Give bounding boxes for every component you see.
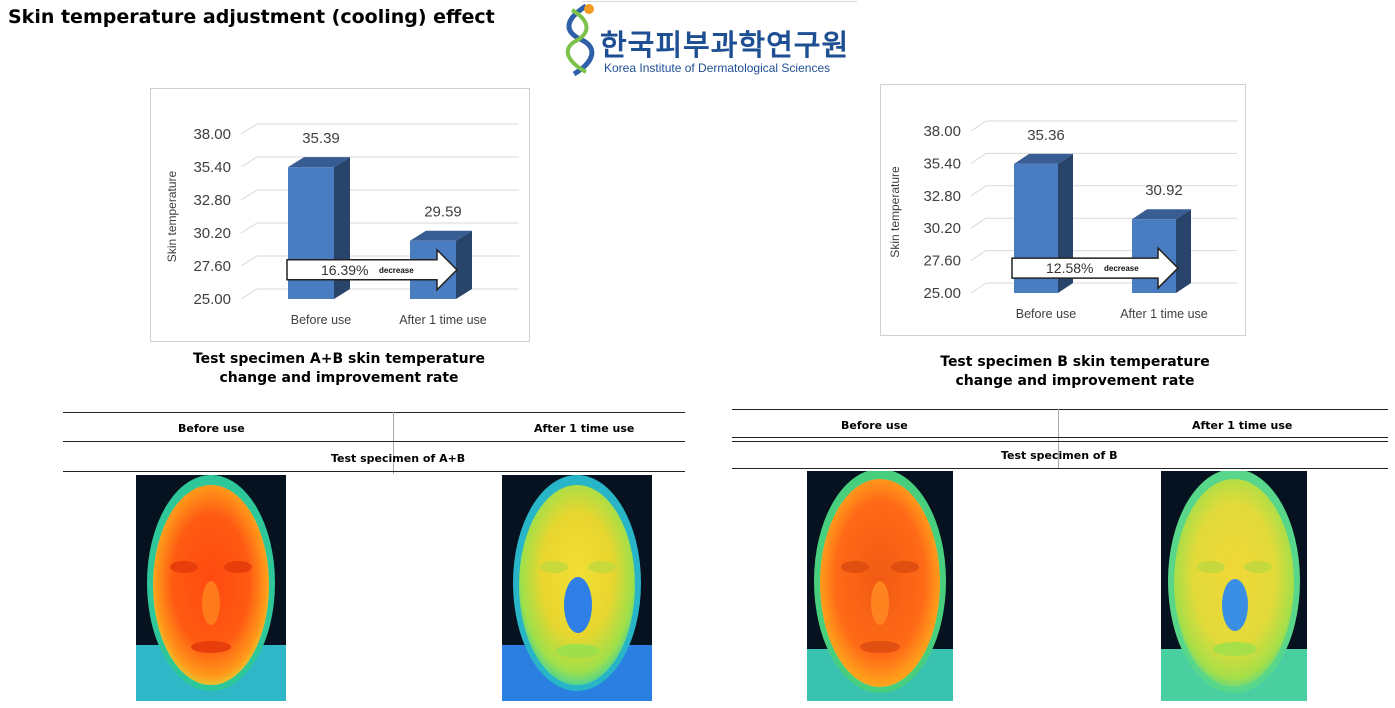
chart-b-bar-top xyxy=(1014,153,1073,164)
chart-b-gridline-diag xyxy=(970,217,987,229)
chart-a-b-gridline-diag xyxy=(240,156,258,168)
page-title: Skin temperature adjustment (cooling) ef… xyxy=(8,6,495,28)
chart-b-gridline-diag xyxy=(970,185,987,197)
table-a-b-top-rule xyxy=(63,412,685,413)
chart-a-b-ytick-label: 25.00 xyxy=(193,291,231,308)
chart-b-bar-after xyxy=(1132,209,1191,293)
chart-a-b-ytick-label: 30.20 xyxy=(193,225,231,242)
chart-b-ytick-label: 35.40 xyxy=(923,155,961,172)
logo-korean-name: 한국피부과학연구원 xyxy=(600,28,850,62)
chart-a-b-ytick-label: 32.80 xyxy=(193,192,231,209)
chart-b-category-label: After 1 time use xyxy=(1120,307,1208,321)
chart-b-gridline-diag xyxy=(970,152,987,164)
chart-b-caption-line-1: Test specimen B skin temperature xyxy=(940,354,1210,370)
table-a-b-bottom-rule xyxy=(63,471,685,472)
chart-a-b-gridline-diag xyxy=(240,189,258,201)
chart-b-ytick-label: 25.00 xyxy=(923,285,961,302)
chart-a-b-decrease-arrow xyxy=(286,247,459,292)
chart-b-data-label: 35.36 xyxy=(1027,127,1065,144)
thermal-face-a-b-before xyxy=(136,475,286,701)
chart-a-b-data-label: 35.39 xyxy=(302,130,340,147)
chart-b-bar-front xyxy=(1132,219,1176,293)
table-a-b-specimen-label: Test specimen of A+B xyxy=(331,452,466,465)
table-a-b-mid-rule xyxy=(63,441,685,442)
thermal-face-b-after xyxy=(1161,471,1307,701)
chart-a-b: 38.00 35.40 32.80 30.20 27.60 25.00 Skin tempe… xyxy=(150,88,530,342)
logo-rule xyxy=(582,1,857,2)
chart-b-bar-top xyxy=(1132,209,1191,220)
chart-b-svg: 38.00 35.40 32.80 30.20 27.60 25.00 Skin tempe… xyxy=(888,120,1237,321)
chart-b-category-label: Before use xyxy=(1016,307,1077,321)
institute-logo: 한국피부과학연구원 Korea Institute of Dermatologi… xyxy=(560,0,860,80)
chart-a-b-svg: 38.00 35.40 32.80 30.20 27.60 25.00 Skin tempe… xyxy=(165,123,519,327)
chart-b-gridline-diag xyxy=(970,120,987,132)
chart-a-b-caption-line-2: change and improvement rate xyxy=(219,370,459,386)
dna-helix-icon xyxy=(565,3,595,77)
chart-a-b-ytick-label: 38.00 xyxy=(193,126,231,143)
chart-b-ylabel: Skin temperature xyxy=(888,166,902,258)
chart-b: 38.00 35.40 32.80 30.20 27.60 25.00 Skin tempe… xyxy=(880,84,1246,336)
chart-b-ytick-label: 30.20 xyxy=(923,220,961,237)
table-b-after-label: After 1 time use xyxy=(1192,419,1293,432)
thermal-face-b-before xyxy=(807,471,953,701)
chart-b-caption-line-2: change and improvement rate xyxy=(955,373,1195,389)
chart-a-b-gridline-diag xyxy=(240,255,258,267)
chart-a-b-category-label: Before use xyxy=(291,313,352,327)
chart-b-data-label: 30.92 xyxy=(1145,182,1183,199)
table-b-bottom-rule xyxy=(732,468,1388,469)
chart-b-bar-side xyxy=(1176,209,1191,293)
chart-a-b-data-label: 29.59 xyxy=(424,204,462,221)
table-b-divider xyxy=(1058,409,1059,469)
table-a-b-before-label: Before use xyxy=(178,422,245,435)
chart-a-b-caption-line-1: Test specimen A+B skin temperature xyxy=(192,351,486,367)
chart-b-gridline-diag xyxy=(970,282,987,294)
table-a-b-after-label: After 1 time use xyxy=(534,422,635,435)
chart-a-b-gridline-diag xyxy=(240,288,258,300)
chart-b-decrease-arrow xyxy=(1011,246,1180,290)
logo-english-name: Korea Institute of Dermatological Scienc… xyxy=(604,61,831,75)
chart-a-b-annotation-word: decrease xyxy=(379,266,414,275)
chart-b-annotation-word: decrease xyxy=(1104,264,1139,273)
chart-b-ytick-label: 32.80 xyxy=(923,188,961,205)
chart-b-ytick-label: 27.60 xyxy=(923,253,961,270)
table-b-specimen-label: Test specimen of B xyxy=(1001,449,1118,462)
thermal-face-a-b-after xyxy=(502,475,652,701)
table-b-before-label: Before use xyxy=(841,419,908,432)
chart-a-b-gridline-diag xyxy=(240,123,258,135)
chart-b-caption: Test specimen B skin temperature change … xyxy=(880,353,1270,391)
chart-a-b-ytick-label: 35.40 xyxy=(193,159,231,176)
chart-a-b-ylabel: Skin temperature xyxy=(165,170,179,262)
chart-a-b-category-label: After 1 time use xyxy=(399,313,487,327)
chart-a-b-bar-top xyxy=(410,230,472,241)
chart-b-ytick-label: 38.00 xyxy=(923,123,961,140)
chart-b-gridline-diag xyxy=(970,250,987,262)
chart-a-b-caption: Test specimen A+B skin temperature chang… xyxy=(150,350,528,388)
table-b-mid-rule xyxy=(732,437,1388,442)
table-b-top-rule xyxy=(732,409,1388,410)
chart-a-b-bar-side xyxy=(456,230,472,299)
table-a-b-divider xyxy=(393,412,394,474)
chart-a-b-gridline-diag xyxy=(240,222,258,234)
chart-a-b-ytick-label: 27.60 xyxy=(193,258,231,275)
chart-b-annotation-percent: 12.58% xyxy=(1046,260,1093,276)
chart-a-b-annotation-percent: 16.39% xyxy=(321,262,368,278)
chart-a-b-bar-top xyxy=(288,157,350,168)
